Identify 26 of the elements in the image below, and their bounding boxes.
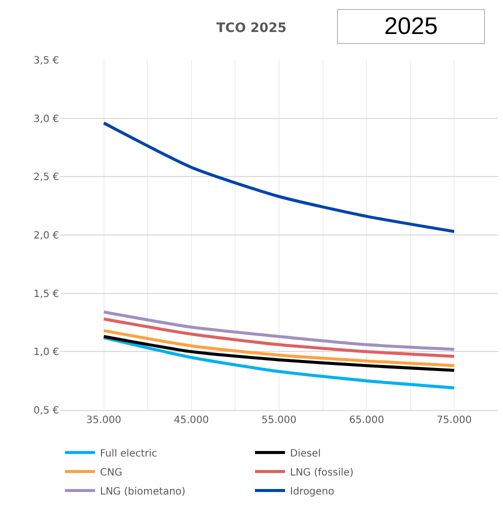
line-series xyxy=(102,318,456,358)
text: 2025 xyxy=(384,13,438,40)
line-series xyxy=(102,310,456,351)
y-tick-label: 2,0 € xyxy=(34,230,59,242)
chart-title: TCO 2025 xyxy=(216,21,287,36)
y-tick-label: 1,5 € xyxy=(34,288,59,300)
legend-label: LNG (fossile) xyxy=(290,467,354,478)
y-tick-label: 2,5 € xyxy=(34,172,59,184)
legend-label: CNG xyxy=(100,467,122,478)
legend-label: Idrogeno xyxy=(290,486,334,498)
x-tick-label: 45.000 xyxy=(174,415,209,426)
line-series xyxy=(102,335,456,372)
y-tick-label: 1,0 € xyxy=(34,347,59,358)
line-series xyxy=(102,122,456,233)
x-tick-label: 65.000 xyxy=(349,415,384,426)
x-tick-label: 75.000 xyxy=(436,415,472,426)
y-tick-label: 0,5 € xyxy=(34,406,59,416)
legend-label: LNG (biometano) xyxy=(100,486,186,498)
line-series xyxy=(102,336,456,390)
x-tick-label: 55.000 xyxy=(262,415,296,426)
legend-label: Diesel xyxy=(290,448,321,460)
legend-label: Full electric xyxy=(100,448,158,460)
line-series xyxy=(102,329,456,368)
y-tick-label: 3,0 € xyxy=(34,114,59,125)
x-tick-label: 35.000 xyxy=(86,415,122,426)
y-tick-label: 3,5 € xyxy=(34,56,59,66)
